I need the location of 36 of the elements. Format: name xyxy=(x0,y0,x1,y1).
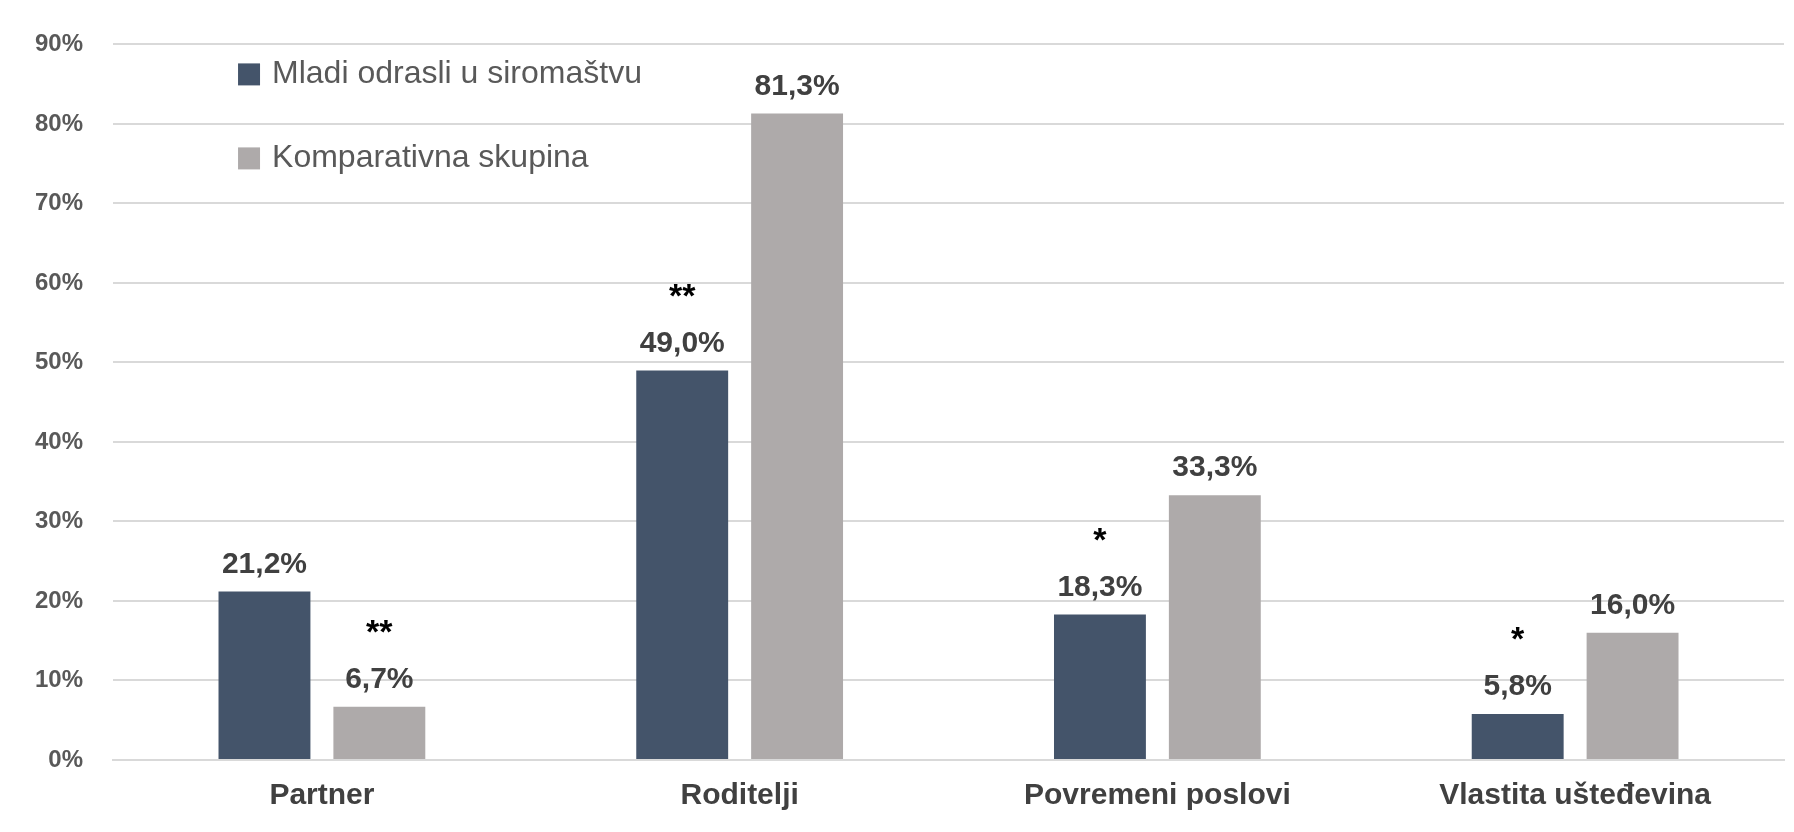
bar xyxy=(751,113,844,759)
annotation: ** xyxy=(668,275,697,314)
legend-label: Komparativna skupina xyxy=(272,138,589,175)
annotation: ** xyxy=(366,612,394,651)
annotation: * xyxy=(1093,519,1108,558)
data-label: 81,3% xyxy=(754,67,840,101)
x-tick-label: Vlastita ušteđevina xyxy=(1439,777,1712,811)
y-tick-label: 10% xyxy=(34,665,84,693)
x-tick-label: Partner xyxy=(269,777,375,811)
bar xyxy=(1054,614,1146,759)
data-label: 33,3% xyxy=(1172,449,1258,483)
legend-label: Mladi odrasli u siromaštvu xyxy=(272,54,642,91)
bar xyxy=(636,370,729,759)
x-tick-label: Roditelji xyxy=(680,777,799,811)
y-tick-label: 30% xyxy=(34,506,84,534)
bar xyxy=(218,591,311,759)
y-tick-label: 50% xyxy=(34,347,84,375)
bar xyxy=(1586,632,1679,759)
y-tick-label: 90% xyxy=(34,29,84,57)
y-tick-label: 0% xyxy=(48,744,84,772)
x-tick-label: Povremeni poslovi xyxy=(1024,777,1291,811)
y-tick-label: 40% xyxy=(34,426,84,454)
data-label: 6,7% xyxy=(345,660,414,694)
annotation: * xyxy=(1511,619,1526,658)
y-tick-label: 70% xyxy=(34,188,84,216)
data-label: 18,3% xyxy=(1057,568,1143,602)
y-tick-label: 80% xyxy=(34,108,84,136)
y-tick-label: 20% xyxy=(34,585,84,613)
data-label: 5,8% xyxy=(1483,668,1552,702)
bar xyxy=(1471,713,1564,759)
data-label: 49,0% xyxy=(639,324,725,358)
bar xyxy=(333,706,426,759)
data-label: 21,2% xyxy=(221,545,308,579)
y-tick-label: 60% xyxy=(34,267,84,295)
bar xyxy=(1168,495,1261,759)
data-label: 16,0% xyxy=(1590,587,1676,621)
